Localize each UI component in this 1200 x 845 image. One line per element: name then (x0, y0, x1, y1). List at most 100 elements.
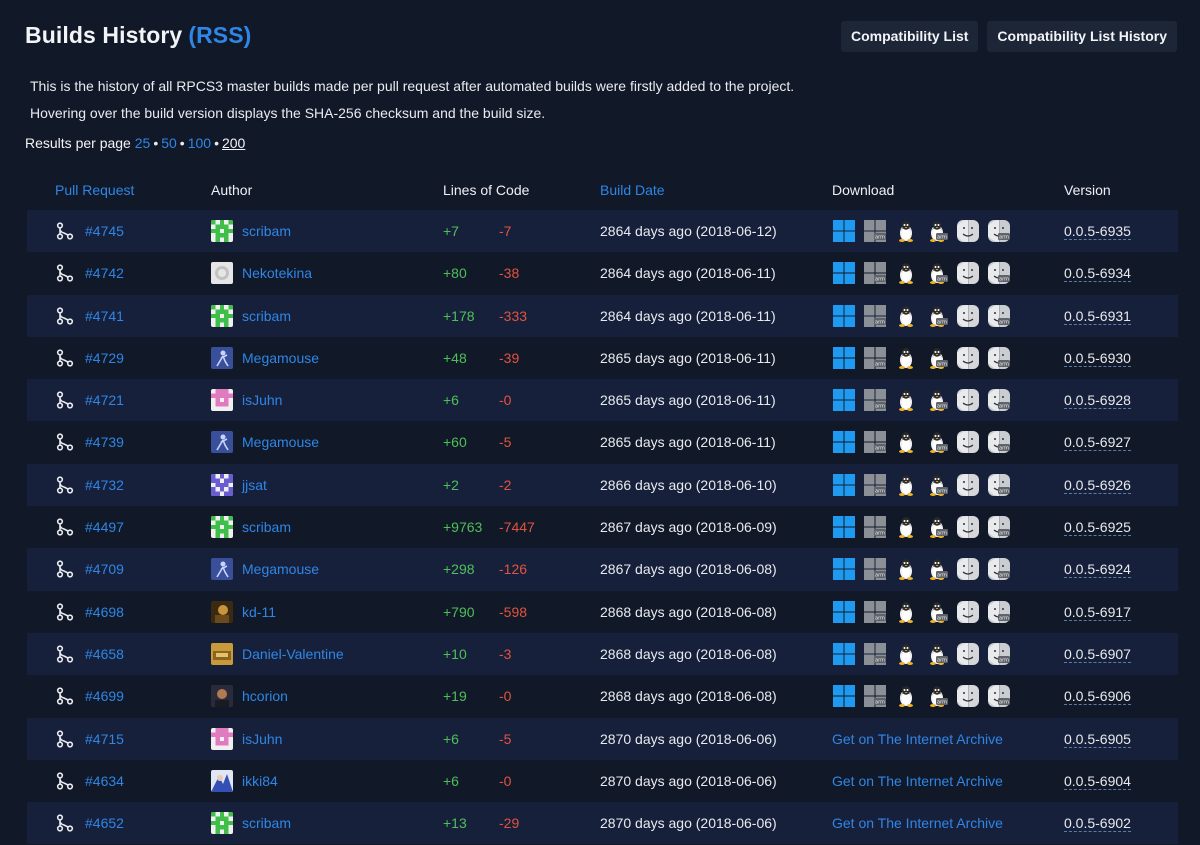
macos-icon[interactable] (956, 557, 980, 581)
build-version[interactable]: 0.0.5-6928 (1064, 379, 1131, 421)
author-avatar[interactable] (211, 346, 233, 369)
build-version[interactable]: 0.0.5-6930 (1064, 337, 1131, 379)
internet-archive-link[interactable]: Get on The Internet Archive (832, 815, 1003, 832)
windows-icon[interactable] (832, 346, 856, 370)
build-version[interactable]: 0.0.5-6906 (1064, 675, 1131, 717)
macos-icon[interactable] (956, 219, 980, 243)
results-per-page-50[interactable]: 50 (161, 135, 177, 151)
author-avatar[interactable] (211, 473, 233, 496)
macos-icon[interactable] (956, 304, 980, 328)
linux-icon[interactable] (894, 515, 918, 539)
author-link[interactable]: Daniel-Valentine (242, 645, 344, 662)
header-build-date[interactable]: Build Date (600, 182, 665, 198)
author-avatar[interactable] (211, 262, 233, 285)
windows-icon[interactable] (832, 430, 856, 454)
build-version[interactable]: 0.0.5-6902 (1064, 802, 1131, 844)
pull-request-link[interactable]: #4709 (85, 561, 124, 578)
macos-arm-icon[interactable]: arm (987, 219, 1011, 243)
macos-arm-icon[interactable]: arm (987, 304, 1011, 328)
windows-arm-icon[interactable]: arm (863, 515, 887, 539)
author-link[interactable]: scribam (242, 223, 292, 239)
macos-arm-icon[interactable]: arm (987, 430, 1011, 454)
build-version[interactable]: 0.0.5-6925 (1064, 506, 1131, 548)
build-version-text[interactable]: 0.0.5-6925 (1064, 519, 1131, 537)
windows-icon[interactable] (832, 684, 856, 708)
windows-arm-icon[interactable]: arm (863, 346, 887, 370)
windows-arm-icon[interactable]: arm (863, 600, 887, 624)
linux-arm-icon[interactable]: arm (925, 642, 949, 666)
macos-icon[interactable] (956, 600, 980, 624)
windows-arm-icon[interactable]: arm (863, 684, 887, 708)
author-link[interactable]: Megamouse (242, 434, 320, 451)
linux-icon[interactable] (894, 304, 918, 328)
windows-icon[interactable] (832, 261, 856, 285)
windows-icon[interactable] (832, 557, 856, 581)
build-version[interactable]: 0.0.5-6905 (1064, 718, 1131, 760)
pull-request-link[interactable]: #4698 (85, 603, 124, 620)
macos-arm-icon[interactable]: arm (987, 261, 1011, 285)
author-avatar[interactable] (211, 304, 233, 327)
pull-request-link[interactable]: #4741 (85, 307, 124, 324)
linux-icon[interactable] (894, 600, 918, 624)
linux-icon[interactable] (894, 219, 918, 243)
macos-icon[interactable] (956, 430, 980, 454)
windows-icon[interactable] (832, 473, 856, 497)
author-link[interactable]: kd-11 (242, 603, 276, 620)
build-version[interactable]: 0.0.5-6934 (1064, 252, 1131, 294)
build-version-text[interactable]: 0.0.5-6934 (1064, 265, 1131, 283)
build-version-text[interactable]: 0.0.5-6935 (1064, 223, 1131, 240)
windows-icon[interactable] (832, 219, 856, 243)
linux-arm-icon[interactable]: arm (925, 430, 949, 454)
linux-arm-icon[interactable]: arm (925, 557, 949, 581)
build-version-text[interactable]: 0.0.5-6924 (1064, 561, 1131, 579)
build-version[interactable]: 0.0.5-6927 (1064, 421, 1131, 463)
pull-request-link[interactable]: #4721 (85, 392, 124, 409)
windows-arm-icon[interactable]: arm (863, 219, 887, 243)
linux-icon[interactable] (894, 684, 918, 708)
linux-icon[interactable] (894, 430, 918, 454)
author-avatar[interactable] (211, 642, 233, 665)
windows-icon[interactable] (832, 388, 856, 412)
build-version-text[interactable]: 0.0.5-6926 (1064, 476, 1131, 494)
author-link[interactable]: ikki84 (242, 772, 278, 789)
macos-icon[interactable] (956, 515, 980, 539)
pull-request-link[interactable]: #4652 (85, 815, 124, 832)
author-avatar[interactable] (211, 812, 233, 835)
build-version-text[interactable]: 0.0.5-6907 (1064, 645, 1131, 663)
build-version-text[interactable]: 0.0.5-6906 (1064, 688, 1131, 706)
macos-icon[interactable] (956, 473, 980, 497)
pull-request-link[interactable]: #4658 (85, 645, 124, 662)
author-link[interactable]: isJuhn (242, 392, 283, 409)
internet-archive-link[interactable]: Get on The Internet Archive (832, 730, 1003, 747)
macos-arm-icon[interactable]: arm (987, 600, 1011, 624)
build-version[interactable]: 0.0.5-6924 (1064, 548, 1131, 590)
results-per-page-100[interactable]: 100 (187, 135, 212, 151)
pull-request-link[interactable]: #4634 (85, 772, 124, 789)
linux-arm-icon[interactable]: arm (925, 684, 949, 708)
pull-request-link[interactable]: #4715 (85, 730, 124, 747)
windows-arm-icon[interactable]: arm (863, 430, 887, 454)
windows-arm-icon[interactable]: arm (863, 388, 887, 412)
pull-request-link[interactable]: #4739 (85, 434, 124, 451)
author-avatar[interactable] (211, 389, 233, 412)
build-version[interactable]: 0.0.5-6917 (1064, 591, 1131, 633)
linux-arm-icon[interactable]: arm (925, 304, 949, 328)
author-link[interactable]: jjsat (242, 476, 267, 493)
macos-icon[interactable] (956, 261, 980, 285)
build-version-text[interactable]: 0.0.5-6931 (1064, 307, 1131, 325)
compatibility-list-button[interactable]: Compatibility List (840, 21, 979, 52)
build-version-text[interactable]: 0.0.5-6928 (1064, 392, 1131, 410)
author-link[interactable]: scribam (242, 519, 292, 536)
linux-arm-icon[interactable]: arm (925, 261, 949, 285)
rss-link[interactable]: (RSS) (188, 22, 252, 48)
author-link[interactable]: Nekotekina (242, 265, 313, 282)
author-avatar[interactable] (211, 516, 233, 539)
linux-arm-icon[interactable]: arm (925, 473, 949, 497)
header-pull-request[interactable]: Pull Request (55, 182, 135, 198)
macos-arm-icon[interactable]: arm (987, 557, 1011, 581)
pull-request-link[interactable]: #4732 (85, 476, 124, 493)
windows-icon[interactable] (832, 642, 856, 666)
pull-request-link[interactable]: #4742 (85, 265, 124, 282)
author-link[interactable]: Megamouse (242, 349, 320, 366)
pull-request-link[interactable]: #4729 (85, 349, 124, 366)
